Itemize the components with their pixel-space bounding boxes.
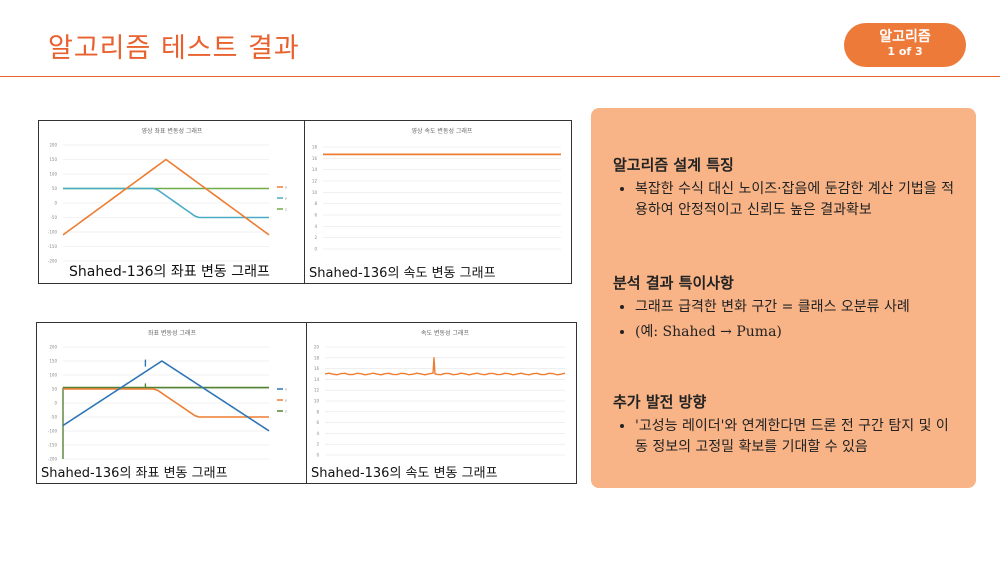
y-tick-label: 0 xyxy=(54,401,57,406)
title-divider xyxy=(0,76,1000,77)
legend-label: x xyxy=(285,186,287,190)
badge-label: 알고리즘 xyxy=(879,29,931,45)
bullet-item: 그래프 급격한 변화 구간 = 클래스 오분류 사례 xyxy=(635,297,955,318)
bullet-item: (예: Shahed → Puma) xyxy=(635,322,955,343)
y-tick-label: 100 xyxy=(49,373,57,378)
y-tick-label: -100 xyxy=(48,429,58,434)
legend-label: z xyxy=(285,410,287,414)
series-line-x xyxy=(62,360,270,432)
future-direction-section: 추가 발전 방향 '고성능 레이더'와 연계한다면 드론 전 구간 탐지 및 이… xyxy=(613,391,955,458)
chart-panel-top-right: 영상 속도 변동성 그래프 18 16 14 12 10 8 6 4 2 0 Shahed-136의… xyxy=(304,120,572,284)
y-tick-label: 4 xyxy=(316,431,319,436)
y-tick-label: 200 xyxy=(49,345,57,350)
chart-panel-bottom-right: 속도 변동성 그래프 20 18 16 14 12 10 8 6 4 2 0 Shahed-136의 … xyxy=(306,322,577,484)
badge-page-count: 1 of 3 xyxy=(887,45,923,58)
y-tick-label: 18 xyxy=(314,355,320,360)
y-tick-label: 12 xyxy=(314,388,320,393)
bullet-item: '고성능 레이더'와 연계한다면 드론 전 구간 탐지 및 이동 정보의 고정밀… xyxy=(635,416,955,458)
coordinate-chart-top-left: 영상 좌표 변동성 그래프 200 150 100 50 0 -50 -100 -150 -200… xyxy=(48,127,287,264)
y-tick-label: 8 xyxy=(314,201,317,206)
legend-label: x xyxy=(285,388,287,392)
coordinate-chart-bottom-left: 좌표 변동성 그래프 200 150 100 50 0 -50 -100 -150 -200 x y z xyxy=(48,329,287,462)
legend-label: z xyxy=(285,208,287,212)
y-tick-label: 20 xyxy=(314,345,320,350)
chart-title: 영상 좌표 변동성 그래프 xyxy=(142,127,203,135)
chart-title: 좌표 변동성 그래프 xyxy=(148,329,196,337)
y-tick-label: 10 xyxy=(314,399,320,404)
y-tick-label: 4 xyxy=(314,224,317,229)
y-tick-label: 150 xyxy=(49,359,57,364)
y-tick-label: -50 xyxy=(50,415,57,420)
y-tick-label: 16 xyxy=(314,366,320,371)
y-tick-label: -50 xyxy=(50,215,57,220)
series-line-y xyxy=(63,388,269,418)
y-tick-label: 0 xyxy=(314,247,317,252)
y-tick-label: 2 xyxy=(314,235,317,240)
y-tick-label: -150 xyxy=(48,443,58,448)
chart-caption-bottom-right: Shahed-136의 속도 변동 그래프 xyxy=(311,466,498,481)
y-tick-label: 0 xyxy=(54,201,57,206)
chart-caption-top-right: Shahed-136의 속도 변동 그래프 xyxy=(309,266,496,281)
chart-panel-bottom-left: 좌표 변동성 그래프 200 150 100 50 0 -50 -100 -150 -200 x y z… xyxy=(36,322,308,484)
findings-section: 분석 결과 특이사항 그래프 급격한 변화 구간 = 클래스 오분류 사례 (예… xyxy=(613,272,955,343)
y-tick-label: 14 xyxy=(312,167,318,172)
page-title: 알고리즘 테스트 결과 xyxy=(48,33,300,64)
section-heading: 알고리즘 설계 특징 xyxy=(613,156,734,174)
series-line-x xyxy=(62,158,270,236)
y-tick-label: -200 xyxy=(48,457,58,462)
y-tick-label: 16 xyxy=(312,156,318,161)
y-tick-label: 150 xyxy=(49,157,57,162)
y-tick-label: 8 xyxy=(316,409,319,414)
y-tick-label: 50 xyxy=(52,186,58,191)
section-badge: 알고리즘 1 of 3 xyxy=(844,23,966,67)
y-tick-label: 50 xyxy=(52,387,58,392)
y-tick-label: 6 xyxy=(316,420,319,425)
chart-title: 영상 속도 변동성 그래프 xyxy=(412,127,473,135)
chart-panel-top-left: 영상 좌표 변동성 그래프 200 150 100 50 0 -50 -100 -150 -200… xyxy=(38,120,306,284)
y-tick-label: -150 xyxy=(48,244,58,249)
analysis-summary-box: 알고리즘 설계 특징 복잡한 수식 대신 노이즈·잡음에 둔감한 계산 기법을 … xyxy=(591,108,976,488)
y-tick-label: 10 xyxy=(312,190,318,195)
chart-caption-bottom-left: Shahed-136의 좌표 변동 그래프 xyxy=(41,466,228,481)
chart-title: 속도 변동성 그래프 xyxy=(421,329,469,337)
y-tick-label: 14 xyxy=(314,377,320,382)
y-tick-label: -200 xyxy=(48,259,58,264)
y-tick-label: 2 xyxy=(316,442,319,447)
section-heading: 분석 결과 특이사항 xyxy=(613,274,734,292)
y-tick-label: 0 xyxy=(316,453,319,458)
y-tick-label: 200 xyxy=(49,143,57,148)
chart-caption-top-left: Shahed-136의 좌표 변동 그래프 xyxy=(69,264,270,280)
y-tick-label: 6 xyxy=(314,213,317,218)
series-line-y xyxy=(63,187,269,219)
legend-label: y xyxy=(285,399,287,403)
section-heading: 추가 발전 방향 xyxy=(613,393,707,411)
speed-chart-top-right: 영상 속도 변동성 그래프 18 16 14 12 10 8 6 4 2 0 xyxy=(312,127,561,252)
y-tick-label: -100 xyxy=(48,230,58,235)
legend-label: y xyxy=(285,197,287,201)
bullet-item: 복잡한 수식 대신 노이즈·잡음에 둔감한 계산 기법을 적용하여 안정적이고 … xyxy=(635,179,955,221)
design-features-section: 알고리즘 설계 특징 복잡한 수식 대신 노이즈·잡음에 둔감한 계산 기법을 … xyxy=(613,154,955,221)
speed-series-line xyxy=(324,357,566,376)
y-tick-label: 12 xyxy=(312,179,318,184)
y-tick-label: 18 xyxy=(312,145,318,150)
y-tick-label: 100 xyxy=(49,172,57,177)
